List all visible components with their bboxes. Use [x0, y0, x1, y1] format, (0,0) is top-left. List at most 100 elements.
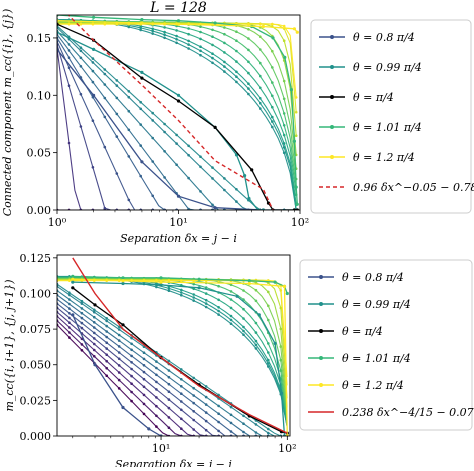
- series-point: [92, 93, 96, 97]
- family-point: [180, 279, 183, 283]
- family-point: [187, 144, 190, 148]
- series-point: [235, 294, 239, 298]
- family-point: [105, 359, 108, 363]
- family-point: [180, 368, 183, 371]
- family-point: [79, 49, 83, 53]
- family-point: [217, 393, 220, 397]
- family-point: [211, 203, 214, 207]
- family-point: [223, 177, 226, 180]
- family-point: [235, 60, 238, 63]
- family-point: [247, 37, 250, 40]
- family-point: [130, 382, 133, 386]
- series-line-2: [57, 23, 298, 210]
- series-point: [121, 405, 125, 410]
- family-point: [180, 408, 183, 412]
- series-point: [176, 19, 181, 23]
- family-point: [267, 351, 270, 354]
- family-point: [130, 348, 133, 352]
- y-tick-label: 0.075: [20, 323, 52, 336]
- legend-label-3: θ = 1.01 π/4: [353, 121, 422, 134]
- family-point: [267, 304, 270, 308]
- family-point: [282, 39, 286, 42]
- family-point: [103, 22, 107, 26]
- family-point: [192, 299, 195, 302]
- family-point: [91, 166, 95, 169]
- family-point: [259, 74, 262, 78]
- family-point: [115, 96, 119, 100]
- family-point: [204, 286, 208, 289]
- family-point: [247, 60, 250, 64]
- series-point: [71, 286, 75, 290]
- family-point: [80, 311, 84, 315]
- family-point: [68, 279, 71, 283]
- family-point: [192, 296, 195, 299]
- family-point: [127, 90, 131, 93]
- family-point: [282, 151, 286, 155]
- family-point: [93, 342, 96, 346]
- family-point: [175, 142, 178, 145]
- family-point: [175, 24, 178, 28]
- family-curve-theta-0.9: [57, 41, 297, 210]
- family-point: [68, 293, 71, 297]
- family-point: [229, 283, 233, 287]
- family-point: [247, 92, 250, 96]
- family-point: [247, 87, 250, 90]
- family-point: [67, 49, 71, 52]
- legend-marker-0: [319, 275, 323, 279]
- family-point: [282, 124, 286, 127]
- family-point: [235, 49, 238, 53]
- family-point: [151, 136, 154, 140]
- family-point: [163, 176, 166, 179]
- family-point: [139, 24, 142, 28]
- family-point: [204, 419, 208, 423]
- family-point: [80, 307, 84, 310]
- family-point: [117, 387, 121, 390]
- series-point: [121, 281, 125, 286]
- family-point: [103, 115, 107, 119]
- family-point: [242, 307, 245, 311]
- family-point: [79, 92, 83, 96]
- family-point: [192, 287, 195, 291]
- series-point: [213, 21, 217, 25]
- x-tick-label: 10¹: [152, 442, 170, 455]
- y-axis-label: Connected component m_cc({i}, {j}): [1, 9, 14, 217]
- family-point: [199, 155, 202, 158]
- series-point: [250, 168, 254, 172]
- family-point: [242, 325, 245, 329]
- family-point: [117, 339, 121, 342]
- plot-area: [57, 257, 289, 436]
- series-line-5: [67, 15, 274, 210]
- family-point: [199, 190, 202, 193]
- family-point: [151, 111, 154, 115]
- family-point: [130, 399, 133, 403]
- family-point: [271, 94, 274, 98]
- family-point: [142, 370, 146, 374]
- family-point: [211, 166, 214, 169]
- family-point: [105, 341, 108, 345]
- legend-marker-2: [330, 95, 334, 99]
- family-point: [259, 61, 262, 65]
- family-point: [127, 95, 131, 99]
- family-point: [142, 357, 146, 361]
- series-point: [71, 274, 75, 278]
- family-point: [294, 134, 298, 137]
- family-point: [167, 416, 171, 419]
- family-point: [199, 49, 202, 53]
- family-point: [242, 317, 245, 320]
- family-curve-theta-0.86: [57, 311, 287, 436]
- family-point: [223, 60, 226, 64]
- family-point: [235, 30, 238, 33]
- family-point: [117, 333, 121, 337]
- family-point: [204, 428, 208, 432]
- family-point: [282, 97, 286, 101]
- y-tick-label: 0.100: [20, 287, 52, 300]
- family-point: [68, 291, 71, 295]
- family-point: [117, 371, 121, 374]
- family-curve-theta-0.99: [57, 25, 297, 210]
- family-point: [105, 347, 108, 350]
- bottom-panel: 10¹ 10² 0.000 0.025 0.050 0.075 0.100 0.125 Sepa…: [3, 252, 474, 471]
- family-point: [68, 316, 71, 320]
- family-point: [142, 377, 146, 381]
- family-point: [180, 400, 183, 403]
- family-point: [127, 109, 131, 113]
